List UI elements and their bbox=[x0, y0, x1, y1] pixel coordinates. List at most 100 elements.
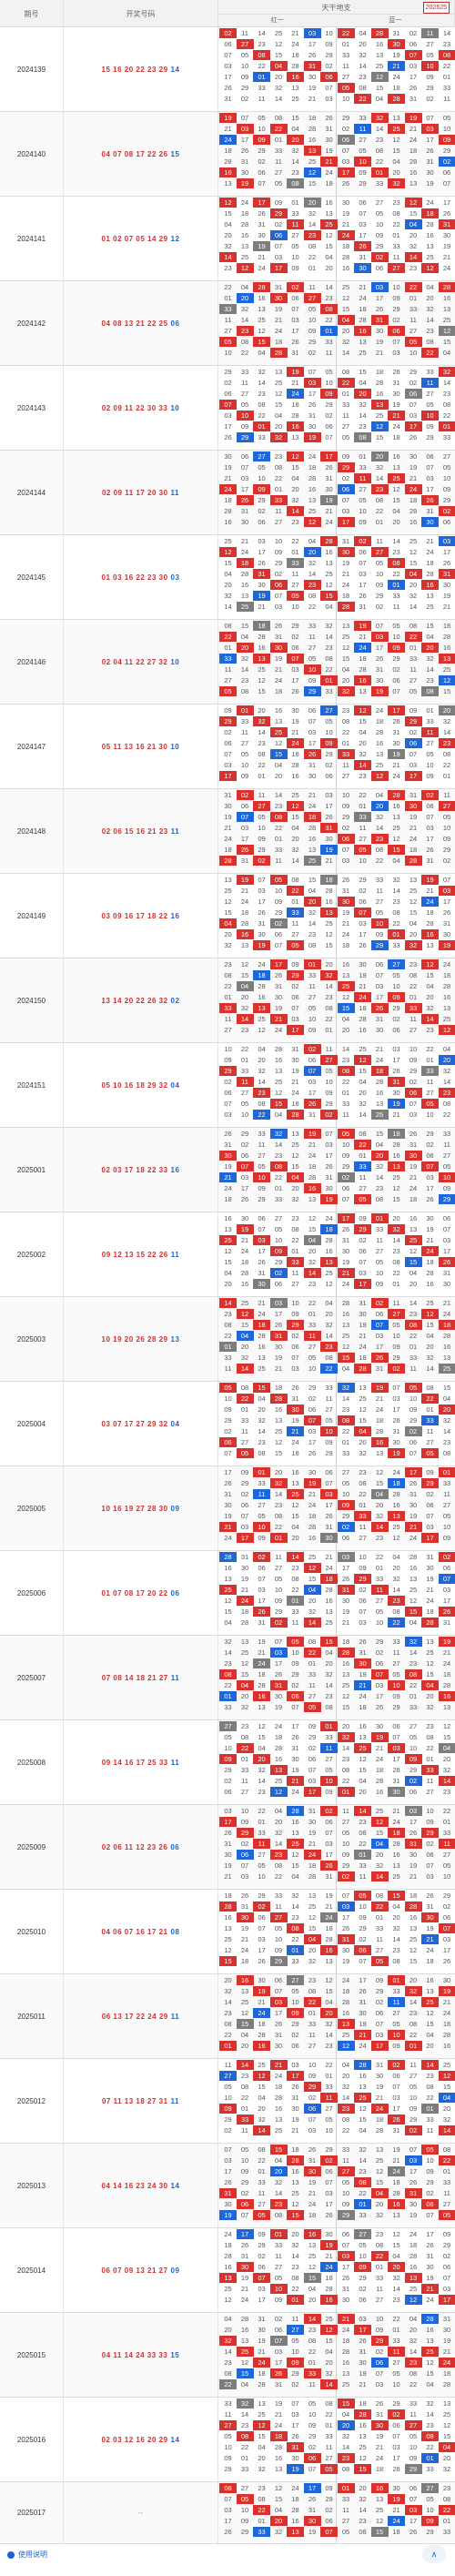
grid-cell: 33 bbox=[359, 1861, 367, 1870]
grid-cell: 23 bbox=[426, 1026, 434, 1034]
grid-cell: 14 bbox=[409, 1998, 418, 2006]
grid-cell: 02 bbox=[258, 157, 266, 166]
grid-cell: 08 bbox=[392, 1957, 400, 1965]
grid-cell: 23 bbox=[325, 1692, 333, 1700]
scroll-top-button[interactable]: ∧ bbox=[422, 2545, 446, 2563]
draw-numbers-cell: 05 10 16 18 29 32 04 bbox=[64, 1043, 218, 1127]
code-input-box[interactable]: 202625 bbox=[422, 2, 450, 14]
grid-cell: 22 bbox=[375, 1553, 384, 1561]
grid-cell: 02 bbox=[269, 918, 288, 928]
grid-cell: 09 bbox=[253, 484, 270, 494]
number-grid: 11 14 25 21 03 10 22 04 28 31 02 11 14 25 27 23 12 24 17 09… bbox=[218, 2059, 455, 2143]
grid-cell: 32 bbox=[291, 846, 299, 854]
number-grid: 06 27 23 12 24 17 09 01 20 16 30 06 27 23 07 05 08 15 18 26… bbox=[218, 2482, 455, 2543]
draw-numbers-cell: 06 13 17 22 24 29 11 bbox=[64, 1974, 218, 2058]
grid-cell: 26 bbox=[325, 1512, 333, 1520]
grid-cell: 05 bbox=[392, 2369, 400, 2378]
grid-cell: 25 bbox=[442, 2061, 451, 2069]
grid-cell: 14 bbox=[421, 1014, 439, 1024]
grid-cell: 26 bbox=[258, 1258, 266, 1266]
grid-cell: 26 bbox=[291, 687, 299, 695]
grid-cell: 33 bbox=[375, 1924, 384, 1932]
grid-cell: 08 bbox=[426, 1384, 434, 1392]
grid-cell: 22 bbox=[240, 349, 249, 357]
grid-cell: 31 bbox=[258, 1618, 266, 1627]
grid-cell: 24 bbox=[409, 835, 418, 843]
grid-cell: 32 bbox=[375, 2211, 384, 2219]
grid-cell: 02 bbox=[224, 379, 232, 387]
grid-cell: 18 bbox=[291, 51, 299, 59]
grid-cell: 11 bbox=[342, 2506, 349, 2514]
grid-cell: 07 bbox=[375, 2369, 384, 2378]
grid-cell: 18 bbox=[320, 1224, 338, 1234]
grid-cell: 28 bbox=[409, 157, 418, 166]
help-link[interactable]: 使用说明 bbox=[7, 2550, 47, 2560]
grid-cell: 08 bbox=[375, 147, 384, 155]
grid-cell: 32 bbox=[258, 2465, 266, 2473]
grid-cell: 18 bbox=[392, 2178, 400, 2186]
grid-cell: 21 bbox=[287, 1776, 304, 1786]
grid-cell: 17 bbox=[359, 581, 367, 589]
grid-cell: 17 bbox=[404, 421, 422, 431]
grid-cell: 29 bbox=[274, 1607, 283, 1616]
grid-cell: 13 bbox=[291, 1130, 299, 1138]
grid-cell: 15 bbox=[236, 2019, 254, 2029]
grid-cell: 15 bbox=[224, 559, 232, 567]
grid-cell: 16 bbox=[370, 1437, 389, 1447]
grid-cell: 17 bbox=[240, 136, 249, 144]
grid-cell: 06 bbox=[426, 1501, 434, 1509]
grid-cell: 22 bbox=[359, 1490, 367, 1498]
grid-cell: 33 bbox=[421, 1066, 439, 1076]
grid-cell: 28 bbox=[341, 1998, 350, 2006]
grid-cell: 12 bbox=[325, 930, 333, 938]
grid-cell: 07 bbox=[240, 1512, 249, 1520]
grid-cell: 07 bbox=[325, 433, 333, 441]
grid-cell: 13 bbox=[359, 1384, 367, 1392]
grid-divider bbox=[336, 1636, 337, 1719]
grid-cell: 22 bbox=[325, 2061, 333, 2069]
grid-cell: 02 bbox=[269, 1268, 288, 1278]
grid-cell: 02 bbox=[325, 761, 333, 769]
grid-cell: 17 bbox=[404, 771, 422, 781]
grid-cell: 19 bbox=[388, 2494, 405, 2504]
grid-cell: 01 bbox=[341, 1438, 350, 1446]
grid-cell: 14 bbox=[392, 1935, 400, 1943]
grid-cell: 33 bbox=[274, 1195, 283, 1203]
draw-numbers-cell: 04 06 07 16 17 21 08 bbox=[64, 1890, 218, 1973]
grid-cell: 32 bbox=[359, 51, 367, 59]
grid-cell: 31 bbox=[325, 1523, 333, 1531]
grid-cell: 08 bbox=[274, 1512, 283, 1520]
grid-cell: 28 bbox=[404, 1902, 422, 1912]
grid-cell: 24 bbox=[325, 1564, 333, 1572]
grid-cell: 24 bbox=[392, 1468, 400, 1476]
grid-cell: 06 bbox=[392, 1722, 400, 1730]
grid-cell: 08 bbox=[375, 496, 384, 504]
grid-cell: 30 bbox=[442, 581, 451, 589]
grid-cell: 29 bbox=[219, 1066, 237, 1076]
grid-cell: 15 bbox=[291, 463, 299, 472]
grid-cell: 18 bbox=[341, 941, 350, 949]
grid-cell: 30 bbox=[392, 1438, 400, 1446]
grid-cell: 07 bbox=[240, 1861, 249, 1870]
draw-numbers-cell: 01 02 07 05 14 29 12 bbox=[64, 197, 218, 280]
grid-cell: 23 bbox=[274, 802, 283, 810]
grid-cell: 02 bbox=[341, 125, 350, 133]
draw-numbers-cell: 02 03 17 18 22 33 16 bbox=[64, 1128, 218, 1212]
grid-cell: 16 bbox=[274, 2104, 283, 2113]
grid-cell: 16 bbox=[442, 993, 451, 1001]
grid-cell: 15 bbox=[409, 559, 418, 567]
grid-cell: 12 bbox=[359, 1755, 367, 1763]
grid-cell: 20 bbox=[308, 2296, 317, 2304]
grid-cell: 06 bbox=[287, 1691, 304, 1701]
grid-cell: 09 bbox=[240, 2517, 249, 2525]
grid-cell: 14 bbox=[291, 857, 299, 865]
grid-cell: 18 bbox=[224, 496, 232, 504]
grid-cell: 05 bbox=[337, 83, 355, 93]
grid-cell: 21 bbox=[426, 1586, 434, 1594]
grid-cell: 03 bbox=[274, 603, 283, 611]
grid-cell: 12 bbox=[370, 1817, 389, 1827]
grid-cell: 03 bbox=[359, 1618, 367, 1627]
grid-cell: 09 bbox=[426, 73, 434, 81]
grid-cell: 08 bbox=[287, 178, 304, 188]
grid-cell: 19 bbox=[359, 1670, 367, 1678]
